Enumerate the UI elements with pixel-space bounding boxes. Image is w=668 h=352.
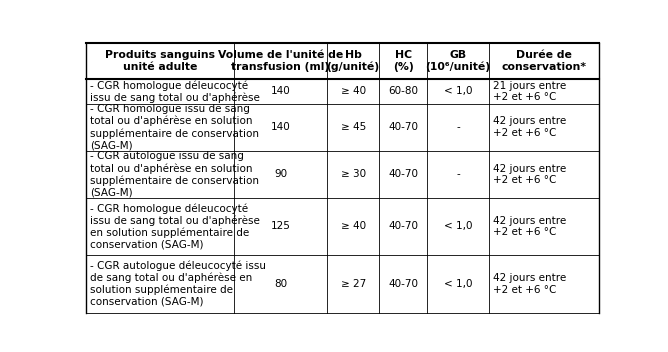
Text: Volume de l'unité de
transfusion (ml): Volume de l'unité de transfusion (ml) — [218, 50, 343, 72]
Text: HC
(%): HC (%) — [393, 50, 413, 72]
Text: - CGR homologue issu de sang
total ou d'aphérèse en solution
supplémentaire de c: - CGR homologue issu de sang total ou d'… — [90, 104, 259, 150]
Text: < 1,0: < 1,0 — [444, 221, 472, 231]
Text: - CGR homologue déleucocyté
issu de sang total ou d'aphérèse
en solution supplém: - CGR homologue déleucocyté issu de sang… — [90, 203, 260, 250]
Text: 42 jours entre
+2 et +6 °C: 42 jours entre +2 et +6 °C — [493, 273, 566, 295]
Text: ≥ 40: ≥ 40 — [341, 221, 365, 231]
Text: -: - — [456, 122, 460, 132]
Text: Durée de
conservation*: Durée de conservation* — [501, 50, 587, 72]
Text: 21 jours entre
+2 et +6 °C: 21 jours entre +2 et +6 °C — [493, 81, 566, 102]
Text: 140: 140 — [271, 86, 291, 96]
Text: 40-70: 40-70 — [388, 169, 418, 180]
Text: - CGR homologue déleucocyté
issu de sang total ou d'aphérèse: - CGR homologue déleucocyté issu de sang… — [90, 80, 260, 103]
Text: ≥ 30: ≥ 30 — [341, 169, 365, 180]
Text: Hb
(g/unité): Hb (g/unité) — [327, 50, 379, 72]
Text: - CGR autologue issu de sang
total ou d'aphérèse en solution
supplémentaire de c: - CGR autologue issu de sang total ou d'… — [90, 151, 259, 197]
Text: 140: 140 — [271, 122, 291, 132]
Text: 40-70: 40-70 — [388, 279, 418, 289]
Text: 40-70: 40-70 — [388, 221, 418, 231]
Text: GB
(10⁶/unité): GB (10⁶/unité) — [426, 50, 491, 72]
Text: 42 jours entre
+2 et +6 °C: 42 jours entre +2 et +6 °C — [493, 164, 566, 185]
Text: 60-80: 60-80 — [388, 86, 418, 96]
Text: 40-70: 40-70 — [388, 122, 418, 132]
Text: ≥ 45: ≥ 45 — [341, 122, 366, 132]
Text: 80: 80 — [274, 279, 287, 289]
Text: -: - — [456, 169, 460, 180]
Text: 42 jours entre
+2 et +6 °C: 42 jours entre +2 et +6 °C — [493, 117, 566, 138]
Text: ≥ 40: ≥ 40 — [341, 86, 365, 96]
Text: - CGR autologue déleucocyté issu
de sang total ou d'aphérèse en
solution supplém: - CGR autologue déleucocyté issu de sang… — [90, 260, 267, 307]
Text: 90: 90 — [274, 169, 287, 180]
Text: Produits sanguins
unité adulte: Produits sanguins unité adulte — [105, 50, 215, 72]
Text: ≥ 27: ≥ 27 — [341, 279, 366, 289]
Text: 42 jours entre
+2 et +6 °C: 42 jours entre +2 et +6 °C — [493, 215, 566, 237]
Text: < 1,0: < 1,0 — [444, 86, 472, 96]
Text: 125: 125 — [271, 221, 291, 231]
Text: < 1,0: < 1,0 — [444, 279, 472, 289]
